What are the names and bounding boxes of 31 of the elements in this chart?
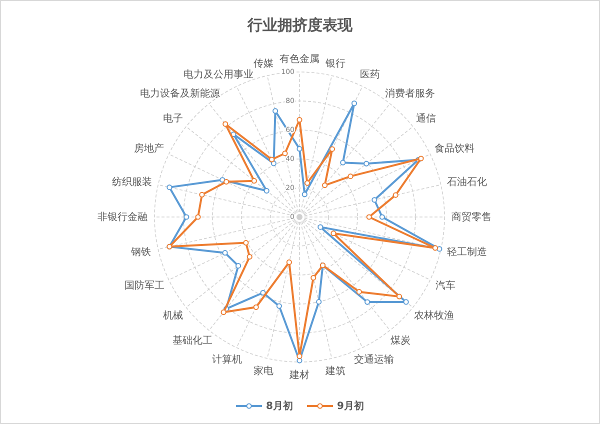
spoke-label: 国防军工 (124, 279, 165, 292)
spoke-label: 电力设备及新能源 (140, 86, 220, 99)
spoke-label: 交通运输 (354, 352, 394, 365)
spoke-label: 有色金属 (280, 52, 320, 64)
spoke-label: 商贸零售 (452, 210, 492, 222)
spoke-label: 家电 (253, 364, 274, 377)
spoke-label: 医药 (360, 68, 380, 80)
spoke-label: 农林牧渔 (414, 309, 454, 322)
spoke-label: 汽车 (435, 279, 456, 292)
spoke-label: 计算机 (212, 352, 242, 365)
spoke-label: 轻工制造 (447, 246, 488, 258)
spoke-label: 银行 (324, 58, 346, 69)
spoke-label: 电力及公用事业 (183, 68, 254, 80)
spoke-label: 钢铁 (130, 246, 152, 258)
spoke-label: 通信 (416, 112, 436, 124)
spoke-label: 消费者服务 (384, 86, 435, 99)
spoke-label: 非银行金融 (98, 210, 148, 222)
spoke-label: 建筑 (324, 364, 346, 377)
spoke-label: 机械 (162, 309, 183, 322)
spoke-label: 食品饮料 (434, 142, 474, 154)
spoke-label: 煤炭 (390, 334, 411, 346)
spoke-label: 传媒 (253, 58, 274, 69)
spoke-label: 纺织服装 (112, 175, 152, 188)
spoke-label: 电子 (162, 112, 183, 124)
chart-title: 行业拥挤度表现 (246, 16, 354, 34)
spoke-label: 石油石化 (447, 175, 488, 188)
spoke-label: 基础化工 (172, 334, 212, 346)
legend-label: 8月初 (266, 400, 293, 412)
spoke-label: 房地产 (134, 142, 164, 154)
spoke-label: 建材 (288, 368, 310, 380)
legend-label: 9月初 (337, 400, 364, 412)
